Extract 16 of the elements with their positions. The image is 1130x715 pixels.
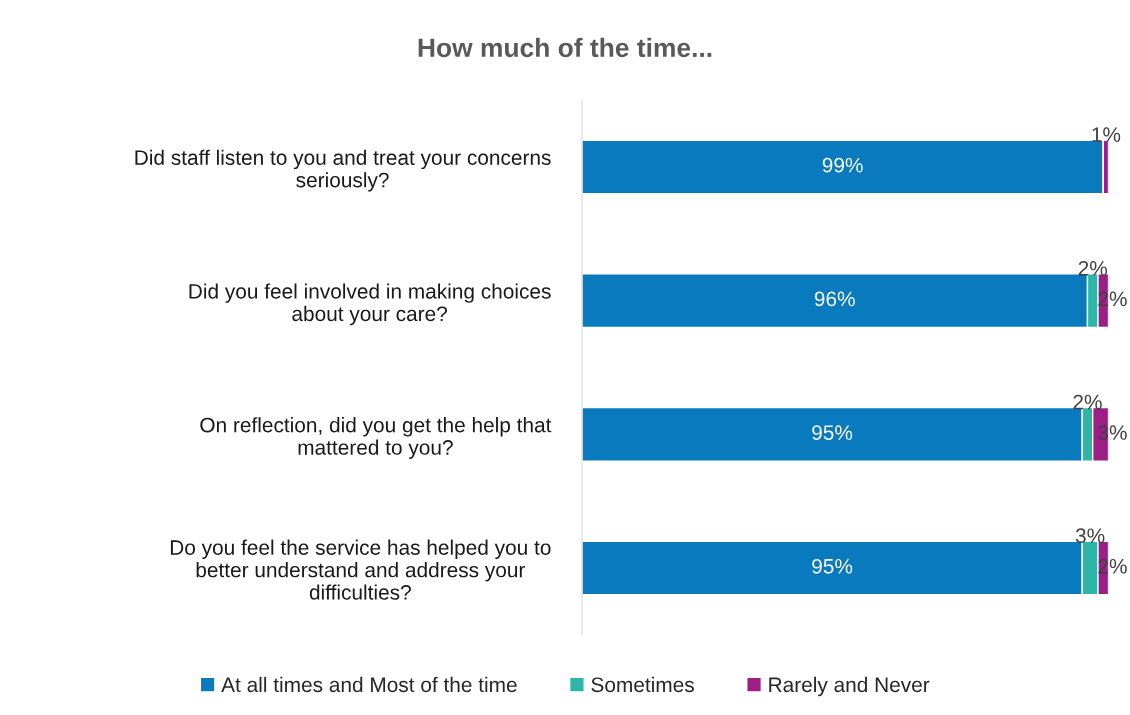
legend-label: At all times and Most of the time [221, 676, 517, 693]
y-tick-label: On reflection, did you get the help that mattered to you? [200, 417, 552, 459]
data-label: 3% [1075, 528, 1105, 544]
y-tick-label: Did staff listen to you and treat your concerns seriously? [135, 149, 551, 192]
chart-title: How much of the time... [418, 37, 712, 58]
data-label: 95% [812, 425, 853, 440]
data-label: 96% [814, 291, 855, 307]
data-label: 1% [1092, 127, 1121, 142]
y-tick-label: Did you feel involved in making choices about your care? [189, 283, 551, 326]
data-label: 2% [1078, 260, 1108, 276]
y-tick-label: Do you feel the service has helped you to better understand and address your difficulties? [170, 539, 551, 600]
data-label: 2% [1073, 394, 1102, 410]
legend-label: Sometimes [591, 676, 694, 693]
legend-label: Rarely and Never [769, 676, 930, 697]
data-label: 95% [812, 558, 853, 574]
data-label: 99% [822, 157, 863, 173]
